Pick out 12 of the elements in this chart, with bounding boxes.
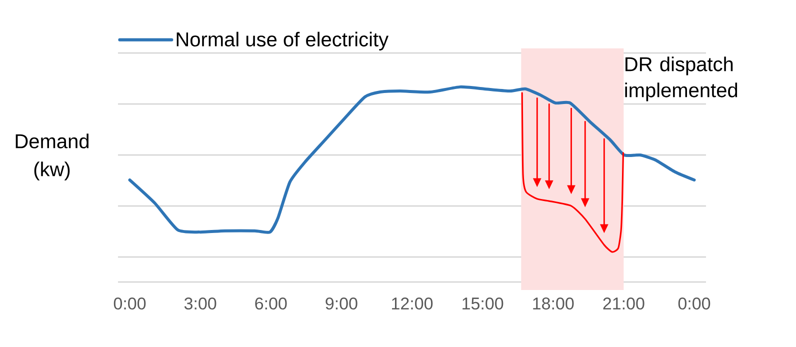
band-label: DR dispatch implemented [625, 56, 738, 102]
x-tick-label: 0:00 [678, 298, 710, 310]
x-tick-label: 6:00 [255, 298, 287, 310]
x-tick-label: 9:00 [326, 298, 358, 310]
x-tick-label: 21:00 [603, 298, 644, 310]
x-tick-label: 15:00 [462, 298, 504, 310]
y-axis-title: Demand (kw) [16, 134, 88, 180]
legend-label: Normal use of electricity [176, 32, 389, 50]
x-tick-label: 0:00 [114, 298, 146, 310]
x-tick-label: 12:00 [392, 298, 433, 310]
x-tick-label: 3:00 [184, 298, 216, 310]
x-tick-label: 18:00 [533, 298, 574, 310]
